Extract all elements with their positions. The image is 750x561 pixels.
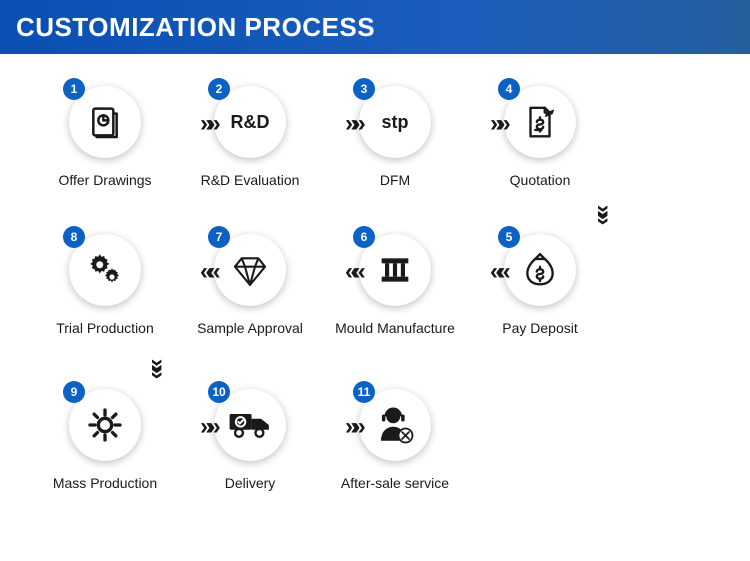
gear-icon — [85, 405, 125, 445]
flow-arrow-right-icon — [490, 112, 505, 136]
step-10: 10 Delivery — [190, 389, 310, 491]
flow-arrow-down-icon — [145, 359, 169, 374]
flow-arrow-right-icon — [200, 415, 215, 439]
step-circle: 6 — [359, 234, 431, 306]
flow-arrow-left-icon — [200, 260, 215, 284]
flow-arrow-right-icon — [345, 415, 360, 439]
step-3: stp3 DFM — [335, 86, 455, 188]
drawings-icon — [85, 102, 125, 142]
step-label: Quotation — [480, 172, 600, 188]
step-number-badge: 7 — [208, 226, 230, 248]
step-1: 1 Offer Drawings — [45, 86, 165, 188]
step-label: Mass Production — [45, 475, 165, 491]
step-circle: 8 — [69, 234, 141, 306]
step-number-badge: 8 — [63, 226, 85, 248]
step-number-badge: 9 — [63, 381, 85, 403]
step-circle: 10 — [214, 389, 286, 461]
step-circle: R&D2 — [214, 86, 286, 158]
step-label: Mould Manufacture — [335, 320, 455, 336]
step-label: R&D Evaluation — [190, 172, 310, 188]
step-label: Offer Drawings — [45, 172, 165, 188]
step-number-badge: 1 — [63, 78, 85, 100]
step-label: Delivery — [190, 475, 310, 491]
process-canvas: 1Offer DrawingsR&D2R&D Evaluationstp3DFM… — [0, 54, 750, 561]
step-circle: 11 — [359, 389, 431, 461]
truck-icon — [228, 407, 272, 443]
step-circle: 9 — [69, 389, 141, 461]
step-label: DFM — [335, 172, 455, 188]
diamond-icon — [230, 250, 270, 290]
flow-arrow-down-icon — [591, 205, 615, 220]
moneybag-icon — [521, 251, 559, 289]
step-circle: 7 — [214, 234, 286, 306]
step-number-badge: 3 — [353, 78, 375, 100]
header: CUSTOMIZATION PROCESS — [0, 0, 750, 54]
step-2: R&D2 R&D Evaluation — [190, 86, 310, 188]
flow-arrow-left-icon — [490, 260, 505, 284]
step-label: Trial Production — [45, 320, 165, 336]
step-number-badge: 11 — [353, 381, 375, 403]
flow-arrow-right-icon — [200, 112, 215, 136]
step-6: 6 Mould Manufacture — [335, 234, 455, 336]
step-4: 4 Quotation — [480, 86, 600, 188]
step-number-badge: 10 — [208, 381, 230, 403]
page-title: CUSTOMIZATION PROCESS — [16, 12, 375, 43]
step-number-badge: 6 — [353, 226, 375, 248]
step-number-badge: 4 — [498, 78, 520, 100]
step-8: 8 Trial Production — [45, 234, 165, 336]
step-number-badge: 2 — [208, 78, 230, 100]
gears-icon — [84, 249, 126, 291]
stp-text-icon: stp — [382, 112, 409, 133]
step-label: Pay Deposit — [480, 320, 600, 336]
flow-arrow-right-icon — [345, 112, 360, 136]
support-icon — [374, 404, 416, 446]
quote-icon — [521, 103, 559, 141]
mould-icon — [375, 250, 415, 290]
step-circle: 1 — [69, 86, 141, 158]
r&d-text-icon: R&D — [231, 112, 270, 133]
step-circle: 4 — [504, 86, 576, 158]
step-9: 9 Mass Production — [45, 389, 165, 491]
step-circle: stp3 — [359, 86, 431, 158]
flow-arrow-left-icon — [345, 260, 360, 284]
step-5: 5 Pay Deposit — [480, 234, 600, 336]
step-7: 7 Sample Approval — [190, 234, 310, 336]
step-circle: 5 — [504, 234, 576, 306]
step-label: After-sale service — [335, 475, 455, 491]
step-label: Sample Approval — [190, 320, 310, 336]
step-number-badge: 5 — [498, 226, 520, 248]
step-11: 11 After-sale service — [335, 389, 455, 491]
